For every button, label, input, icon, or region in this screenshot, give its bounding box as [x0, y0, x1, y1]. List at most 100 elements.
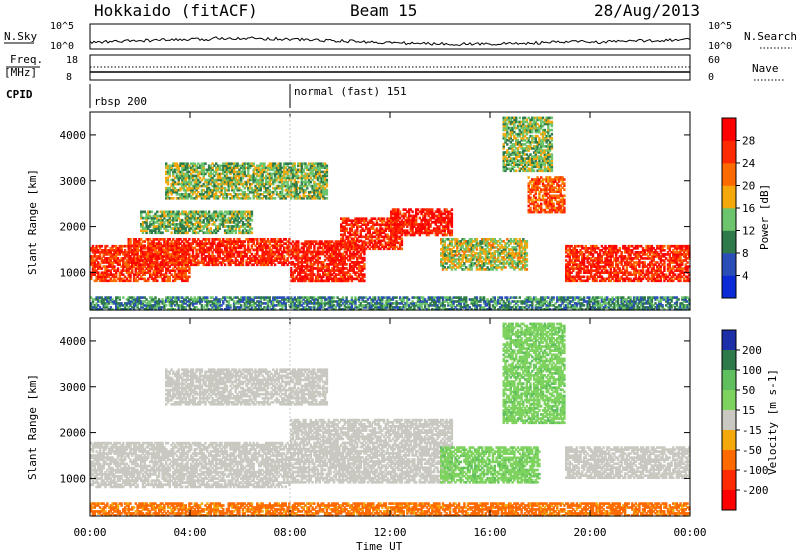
heatmap-cell [311, 269, 314, 272]
heatmap-cell [204, 304, 207, 307]
heatmap-cell [359, 248, 362, 252]
heatmap-cell [295, 242, 298, 246]
heatmap-cell [227, 255, 230, 258]
heatmap-cell [227, 263, 230, 267]
heatmap-cell [434, 220, 437, 224]
heatmap-cell [288, 244, 291, 248]
heatmap-cell [306, 296, 309, 299]
heatmap-cell [113, 251, 116, 254]
heatmap-cell [184, 261, 187, 264]
heatmap-cell [475, 306, 479, 309]
heatmap-cell [216, 250, 220, 254]
heatmap-cell [213, 263, 216, 267]
heatmap-cell [216, 225, 220, 228]
heatmap-cell [607, 304, 611, 307]
heatmap-cell [613, 304, 616, 307]
heatmap-cell [161, 302, 164, 305]
heatmap-cell [372, 231, 375, 235]
heatmap-cell [343, 261, 346, 264]
heatmap-cell [172, 247, 175, 250]
heatmap-cell [668, 296, 671, 299]
heatmap-cell [288, 304, 291, 307]
heatmap-cell [350, 296, 354, 299]
heatmap-cell [652, 296, 655, 299]
heatmap-cell [366, 227, 370, 230]
heatmap-cell [338, 261, 341, 264]
heatmap-cell [195, 231, 198, 235]
heatmap-cell [123, 257, 127, 260]
heatmap-cell [193, 259, 196, 262]
heatmap-cell [270, 252, 273, 256]
heatmap-cell [111, 275, 114, 279]
heatmap-cell [122, 263, 125, 266]
heatmap-cell [331, 261, 334, 264]
heatmap-cell [182, 244, 186, 248]
heatmap-cell [154, 308, 157, 311]
heatmap-cell [225, 304, 229, 307]
heatmap-cell [423, 218, 427, 222]
heatmap-cell [150, 308, 154, 311]
heatmap-cell [461, 306, 464, 309]
heatmap-cell [156, 269, 159, 272]
heatmap-cell [145, 229, 148, 232]
heatmap-cell [327, 275, 330, 279]
heatmap-cell [215, 218, 218, 222]
heatmap-cell [538, 308, 541, 311]
heatmap-cell [170, 255, 173, 258]
heatmap-cell [325, 240, 329, 243]
heatmap-cell [616, 308, 620, 311]
heatmap-cell [554, 308, 557, 311]
heatmap-cell [123, 251, 127, 254]
heatmap-cell [416, 223, 420, 226]
heatmap-cell [427, 214, 430, 218]
heatmap-cell [382, 231, 386, 235]
heatmap-cell [166, 298, 170, 301]
heatmap-cell [238, 216, 241, 220]
heatmap-cell [279, 302, 282, 305]
heatmap-cell [279, 246, 282, 250]
heatmap-cell [368, 296, 371, 299]
heatmap-cell [243, 306, 246, 309]
heatmap-cell [631, 300, 634, 303]
heatmap-cell [157, 263, 161, 267]
heatmap-cell [207, 255, 211, 258]
heatmap-cell [172, 259, 175, 262]
heatmap-cell [431, 212, 434, 216]
heatmap-cell [343, 256, 346, 260]
heatmap-cell [591, 306, 595, 309]
heatmap-cell [359, 302, 362, 305]
heatmap-cell [197, 252, 200, 256]
heatmap-cell [291, 300, 295, 303]
heatmap-cell [423, 298, 427, 301]
heatmap-cell [93, 265, 96, 268]
heatmap-cell [420, 229, 423, 233]
heatmap-cell [211, 263, 214, 267]
heatmap-cell [361, 265, 364, 268]
heatmap-cell [215, 214, 218, 218]
heatmap-cell [143, 263, 146, 267]
heatmap-cell [395, 231, 398, 235]
heatmap-cell [134, 279, 137, 283]
heatmap-cell [365, 237, 368, 241]
heatmap-cell [295, 277, 298, 281]
heatmap-cell [159, 214, 162, 218]
heatmap-cell [407, 308, 411, 311]
heatmap-cell [154, 296, 157, 299]
heatmap-cell [141, 229, 145, 232]
heatmap-cell [506, 308, 509, 311]
heatmap-cell [329, 275, 332, 279]
heatmap-cell [175, 296, 179, 299]
heatmap-cell [148, 257, 152, 260]
heatmap-cell [245, 302, 248, 305]
heatmap-cell [132, 308, 136, 311]
heatmap-cell [359, 219, 362, 222]
heatmap-cell [168, 275, 171, 279]
heatmap-cell [307, 248, 311, 252]
heatmap-cell [145, 214, 148, 218]
heatmap-cell [443, 304, 446, 307]
heatmap-cell [409, 306, 412, 309]
heatmap-cell [140, 250, 143, 254]
heatmap-cell [547, 304, 550, 307]
heatmap-cell [220, 298, 223, 301]
heatmap-cell [243, 246, 246, 250]
